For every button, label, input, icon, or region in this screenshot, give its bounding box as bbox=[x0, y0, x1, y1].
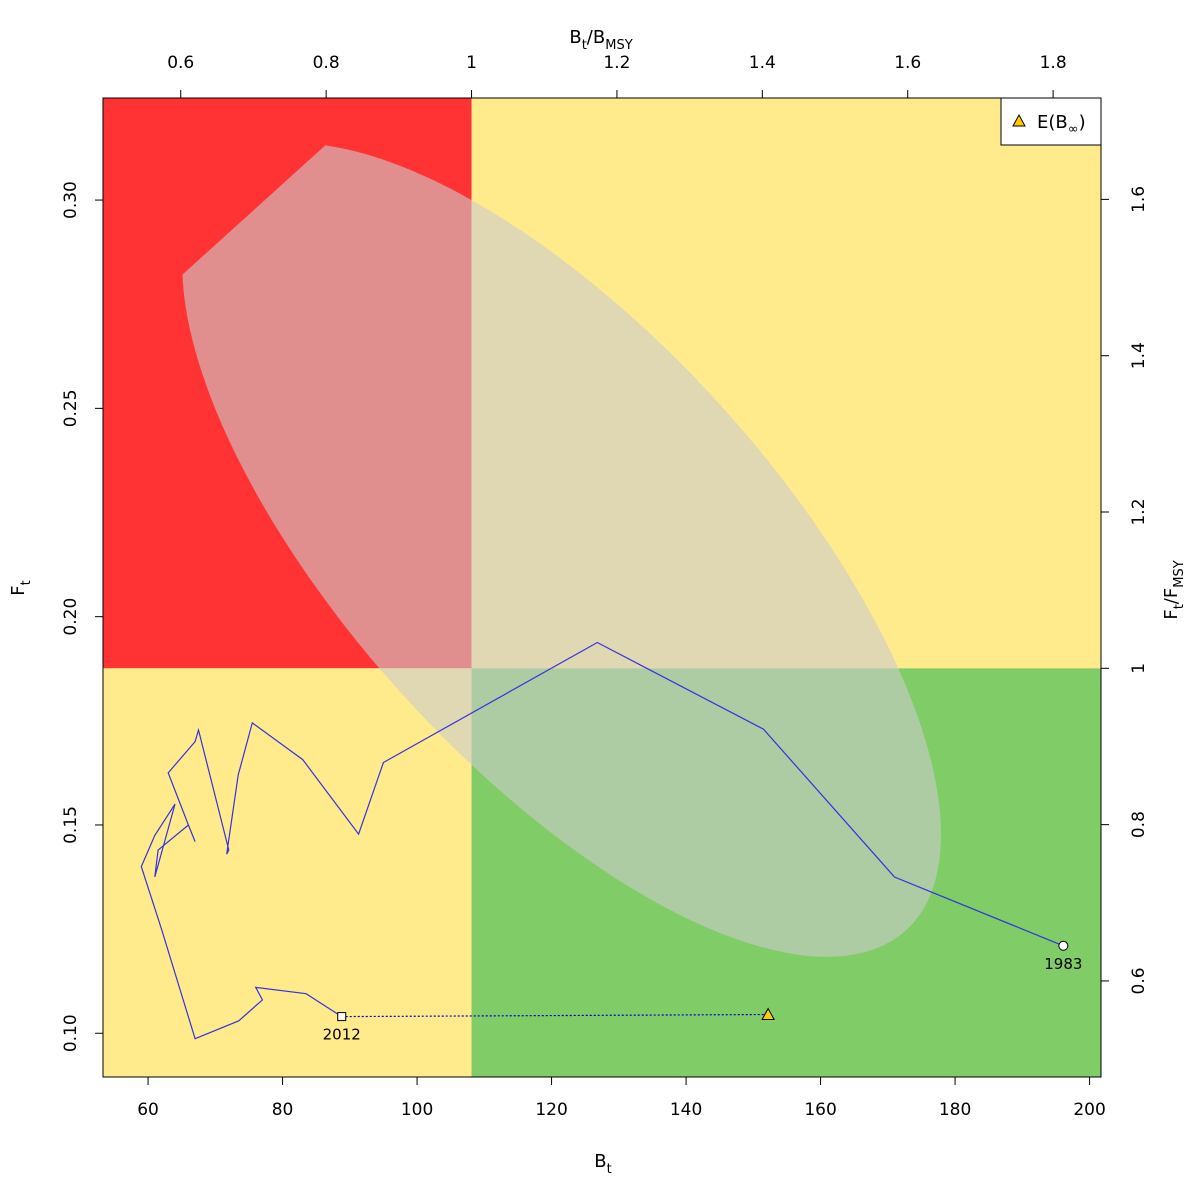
y-tick-label: 0.20 bbox=[61, 598, 81, 636]
x-top-tick-label: 1.4 bbox=[749, 53, 776, 73]
end-year-marker bbox=[337, 1012, 347, 1022]
plot-border bbox=[102, 97, 1102, 1078]
expected-equilibrium-marker bbox=[761, 1007, 775, 1021]
x-tick-label: 100 bbox=[401, 1100, 433, 1120]
y-tick-label: 0.30 bbox=[61, 181, 81, 219]
x-top-tick-label: 1 bbox=[466, 53, 477, 73]
x-axis-top: 0.6 0.8 1 1.2 1.4 1.6 1.8 bbox=[167, 53, 1067, 98]
y-tick-label: 0.25 bbox=[61, 389, 81, 427]
y-axis-title: Ft bbox=[8, 580, 34, 595]
x-top-tick-label: 1.8 bbox=[1040, 53, 1067, 73]
x-top-tick-label: 0.8 bbox=[313, 53, 340, 73]
x-tick-label: 60 bbox=[137, 1100, 159, 1120]
legend-box bbox=[1000, 97, 1102, 146]
x-top-tick-label: 0.6 bbox=[167, 53, 194, 73]
confidence-region-ellipse bbox=[182, 143, 942, 957]
start-year-marker bbox=[1058, 940, 1069, 951]
x-tick-label: 160 bbox=[804, 1100, 836, 1120]
start-year-label: 1983 bbox=[1044, 955, 1082, 973]
y-axis-left: 0.10 0.15 0.20 0.25 0.30 bbox=[61, 181, 103, 1052]
y-right-tick-label: 1.6 bbox=[1129, 186, 1149, 213]
x-tick-label: 180 bbox=[939, 1100, 971, 1120]
overfished-zone bbox=[103, 668, 472, 1077]
x-tick-label: 140 bbox=[670, 1100, 702, 1120]
y-right-tick-label: 1.4 bbox=[1129, 342, 1149, 369]
x-tick-label: 80 bbox=[272, 1100, 294, 1120]
x-tick-label: 200 bbox=[1073, 1100, 1105, 1120]
y-right-tick-label: 0.8 bbox=[1129, 811, 1149, 838]
y-tick-label: 0.15 bbox=[61, 806, 81, 844]
x-top-tick-label: 1.2 bbox=[603, 53, 630, 73]
y-tick-label: 0.10 bbox=[61, 1014, 81, 1052]
y-right-tick-label: 1.2 bbox=[1129, 498, 1149, 525]
legend-triangle-marker bbox=[1012, 113, 1026, 127]
y-right-tick-label: 0.6 bbox=[1129, 967, 1149, 994]
y-axis-right-title: Ft/FMSY bbox=[1161, 560, 1187, 619]
x-tick-label: 120 bbox=[535, 1100, 567, 1120]
legend: E(B∞) bbox=[1000, 97, 1102, 146]
end-year-label: 2012 bbox=[323, 1026, 361, 1044]
legend-label: E(B∞) bbox=[1037, 112, 1086, 137]
x-axis-top-title: Bt/BMSY bbox=[569, 27, 632, 53]
x-axis-title: Bt bbox=[594, 1151, 611, 1177]
y-right-tick-label: 1 bbox=[1129, 663, 1149, 674]
biomass-fishing-trajectory bbox=[140, 641, 1064, 1040]
forecast-dotted-line bbox=[341, 1013, 769, 1018]
x-top-tick-label: 1.6 bbox=[894, 53, 921, 73]
x-axis-bottom: 60 80 100 120 140 160 180 200 bbox=[137, 1077, 1106, 1120]
y-axis-right: 0.6 0.8 1 1.2 1.4 1.6 bbox=[1101, 186, 1149, 994]
